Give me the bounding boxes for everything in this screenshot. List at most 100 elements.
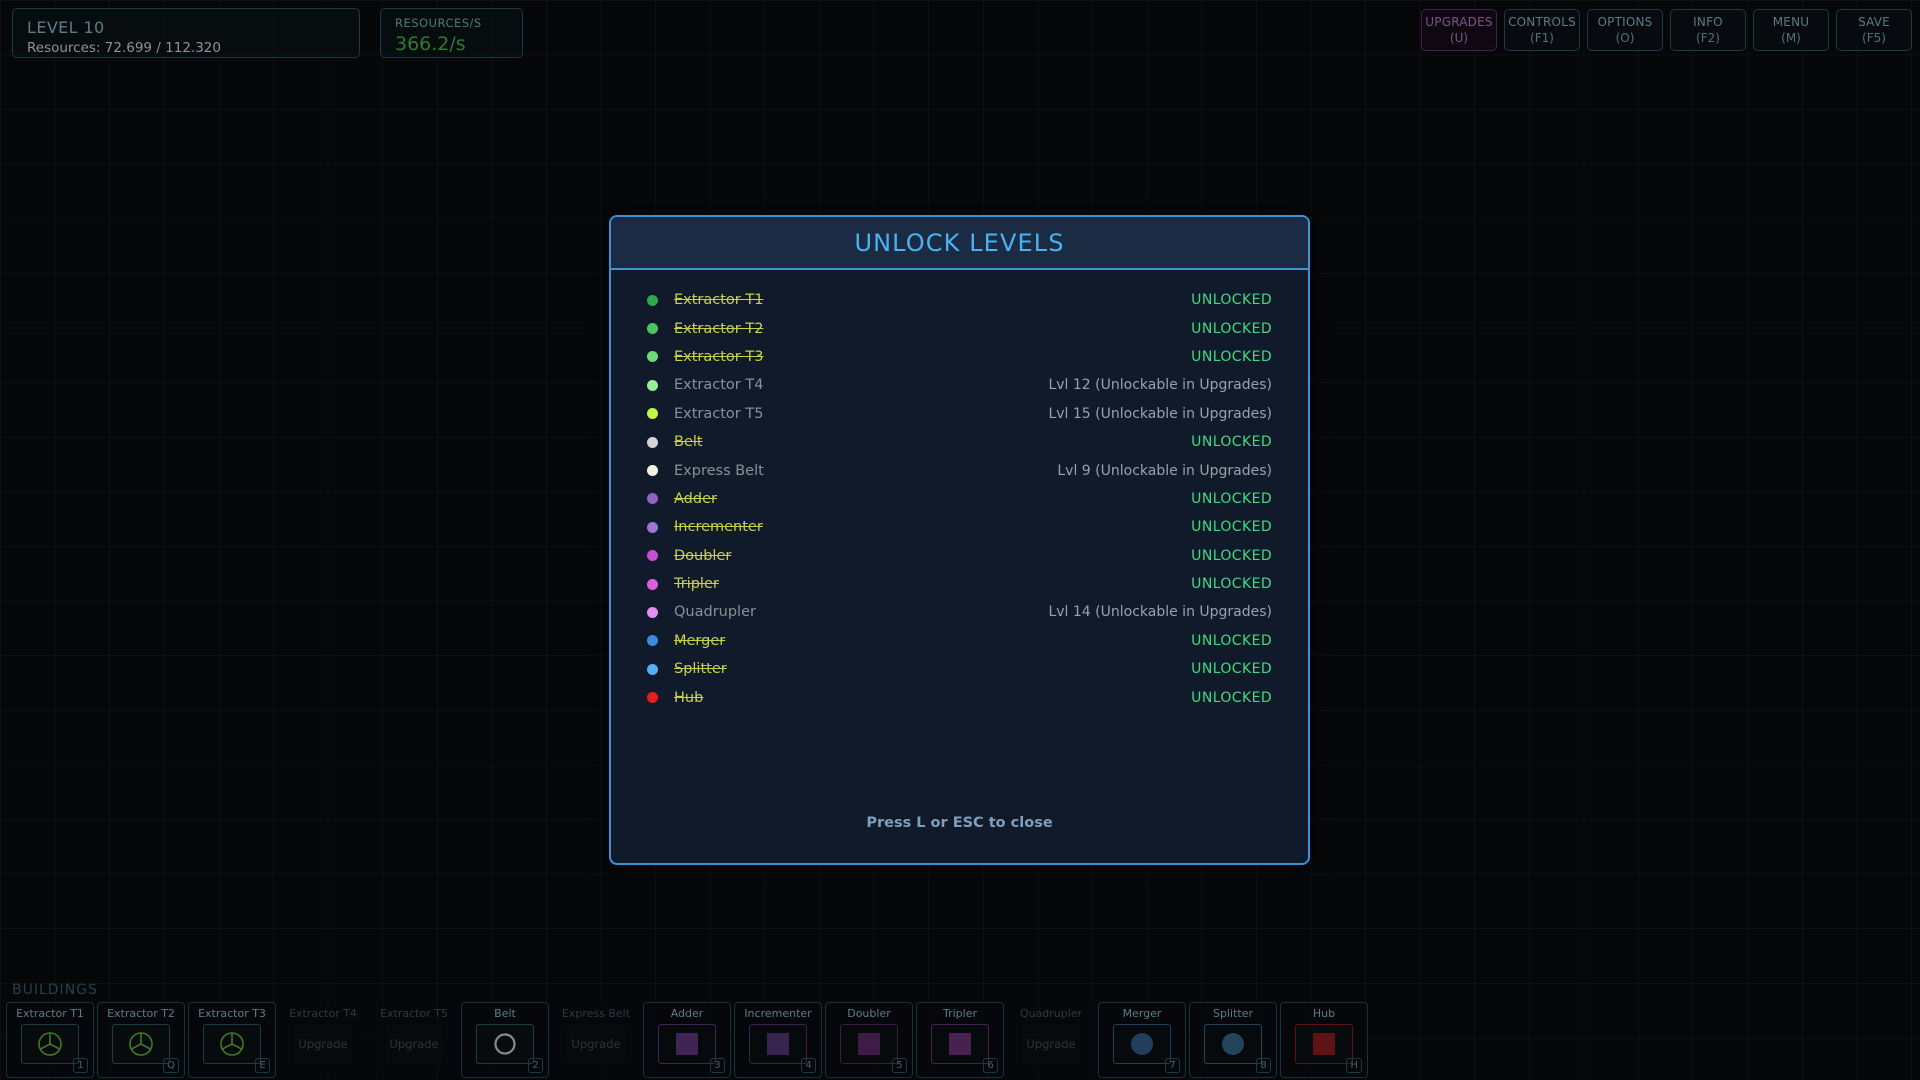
resources-text: Resources: 72.699 / 112.320 [27,40,221,56]
building-color-swatch [949,1033,971,1055]
topbar-button-label: MENU [1772,14,1810,29]
building-slot-quadrupler: Quadrupler Upgrade [1007,1002,1095,1078]
upgrade-placeholder: Upgrade [1022,1024,1080,1064]
level-color-dot-icon [647,493,658,505]
building-hotkey-badge: H [1346,1058,1362,1073]
level-color-dot-icon [647,465,658,477]
square-icon [658,1024,716,1064]
building-slot-label: Hub [1312,1007,1336,1020]
building-slot-label: Express Belt [561,1007,631,1020]
upgrade-placeholder: Upgrade [385,1024,443,1064]
close-hint: Press L or ESC to close [866,815,1053,831]
building-hotkey-badge: 6 [983,1058,998,1073]
square-icon [749,1024,807,1064]
building-color-swatch [1313,1033,1335,1055]
level-name: Adder [674,490,717,507]
upgrade-hint: Upgrade [298,1037,348,1051]
building-color-swatch [858,1033,880,1055]
level-status: Lvl 12 (Unlockable in Upgrades) [1048,377,1272,394]
building-slot-label: Extractor T1 [16,1007,84,1020]
level-status: UNLOCKED [1191,348,1272,365]
unlock-level-row: Hub UNLOCKED [647,683,1272,711]
unlock-level-row: Belt UNLOCKED [647,428,1272,456]
building-slot-hub[interactable]: Hub H [1280,1002,1368,1078]
upgrade-placeholder: Upgrade [567,1024,625,1064]
building-slot-merger[interactable]: Merger 7 [1098,1002,1186,1078]
level-color-dot-icon [647,692,658,704]
topbar-button-label: CONTROLS [1508,14,1576,29]
level-color-dot-icon [647,550,658,562]
topbar-button-controls[interactable]: CONTROLS (F1) [1504,9,1580,51]
building-slot-extractor-t3[interactable]: Extractor T3 E [188,1002,276,1078]
dialog-header: UNLOCK LEVELS [611,217,1308,270]
building-hotkey-badge: 5 [892,1058,907,1073]
extractor-icon [112,1024,170,1064]
topbar-button-label: SAVE [1858,14,1890,29]
building-slot-splitter[interactable]: Splitter 8 [1189,1002,1277,1078]
level-status: UNLOCKED [1191,434,1272,451]
level-name: Hub [674,689,704,706]
building-slot-tripler[interactable]: Tripler 6 [916,1002,1004,1078]
topbar-button-hotkey: (F2) [1696,30,1720,45]
level-name: Extractor T2 [674,320,764,337]
topbar-button-options[interactable]: OPTIONS (O) [1587,9,1663,51]
unlock-level-row: Express Belt Lvl 9 (Unlockable in Upgrade… [647,456,1272,484]
building-hotkey-badge: 3 [710,1058,725,1073]
building-slot-extractor-t5: Extractor T5 Upgrade [370,1002,458,1078]
topbar-button-info[interactable]: INFO (F2) [1670,9,1746,51]
building-slot-extractor-t1[interactable]: Extractor T1 1 [6,1002,94,1078]
level-name: Tripler [674,576,719,593]
building-slot-incrementer[interactable]: Incrementer 4 [734,1002,822,1078]
building-slot-doubler[interactable]: Doubler 5 [825,1002,913,1078]
level-status: UNLOCKED [1191,519,1272,536]
level-name: Doubler [674,547,732,564]
building-slot-label: Extractor T2 [107,1007,175,1020]
hud-panels: LEVEL 10 Resources: 72.699 / 112.320 RES… [12,8,523,58]
unlock-level-row: Tripler UNLOCKED [647,570,1272,598]
level-status: Lvl 15 (Unlockable in Upgrades) [1048,405,1272,422]
building-slot-adder[interactable]: Adder 3 [643,1002,731,1078]
level-name: Extractor T4 [674,377,764,394]
building-hotkey-badge: 7 [1165,1058,1180,1073]
unlock-level-row: Merger UNLOCKED [647,627,1272,655]
building-slot-label: Extractor T5 [380,1007,448,1020]
unlock-level-row: Splitter UNLOCKED [647,655,1272,683]
building-slot-label: Incrementer [744,1007,812,1020]
building-hotkey-badge: 1 [73,1058,88,1073]
topbar-button-label: OPTIONS [1597,14,1653,29]
level-title: LEVEL 10 [27,18,105,37]
unlock-level-row: Adder UNLOCKED [647,485,1272,513]
level-name: Splitter [674,661,727,678]
topbar-button-upgrades[interactable]: UPGRADES (U) [1421,9,1497,51]
level-color-dot-icon [647,351,658,363]
level-status: UNLOCKED [1191,547,1272,564]
topbar-button-menu[interactable]: MENU (M) [1753,9,1829,51]
topbar-button-hotkey: (U) [1449,30,1469,45]
building-slot-label: Merger [1122,1007,1162,1020]
unlock-level-row: Extractor T4 Lvl 12 (Unlockable in Upgrad… [647,371,1272,399]
building-hotkey-badge: E [255,1058,270,1073]
upgrade-hint: Upgrade [1026,1037,1076,1051]
level-status: UNLOCKED [1191,632,1272,649]
square-icon [931,1024,989,1064]
building-slot-express-belt: Express Belt Upgrade [552,1002,640,1078]
level-status: Lvl 9 (Unlockable in Upgrades) [1057,462,1272,479]
building-slot-belt[interactable]: Belt 2 [461,1002,549,1078]
topbar-buttons: UPGRADES (U) CONTROLS (F1) OPTIONS (O) INFO (F2… [1421,9,1912,51]
building-hotkey-badge: 4 [801,1058,816,1073]
dialog-footer: Press L or ESC to close [611,807,1308,863]
building-hotkey-badge: 2 [528,1058,543,1073]
topbar-button-save[interactable]: SAVE (F5) [1836,9,1912,51]
level-name: Incrementer [674,519,763,536]
building-color-swatch [676,1033,698,1055]
level-color-dot-icon [647,323,658,335]
building-color-swatch [1222,1033,1244,1055]
rps-value: 366.2/s [395,33,466,55]
level-color-dot-icon [647,606,658,618]
circle-icon [1204,1024,1262,1064]
level-name: Quadrupler [674,604,756,621]
level-color-dot-icon [647,635,658,647]
building-slot-extractor-t2[interactable]: Extractor T2 Q [97,1002,185,1078]
building-slot-label: Belt [494,1007,516,1020]
belt-ring-icon [476,1024,534,1064]
